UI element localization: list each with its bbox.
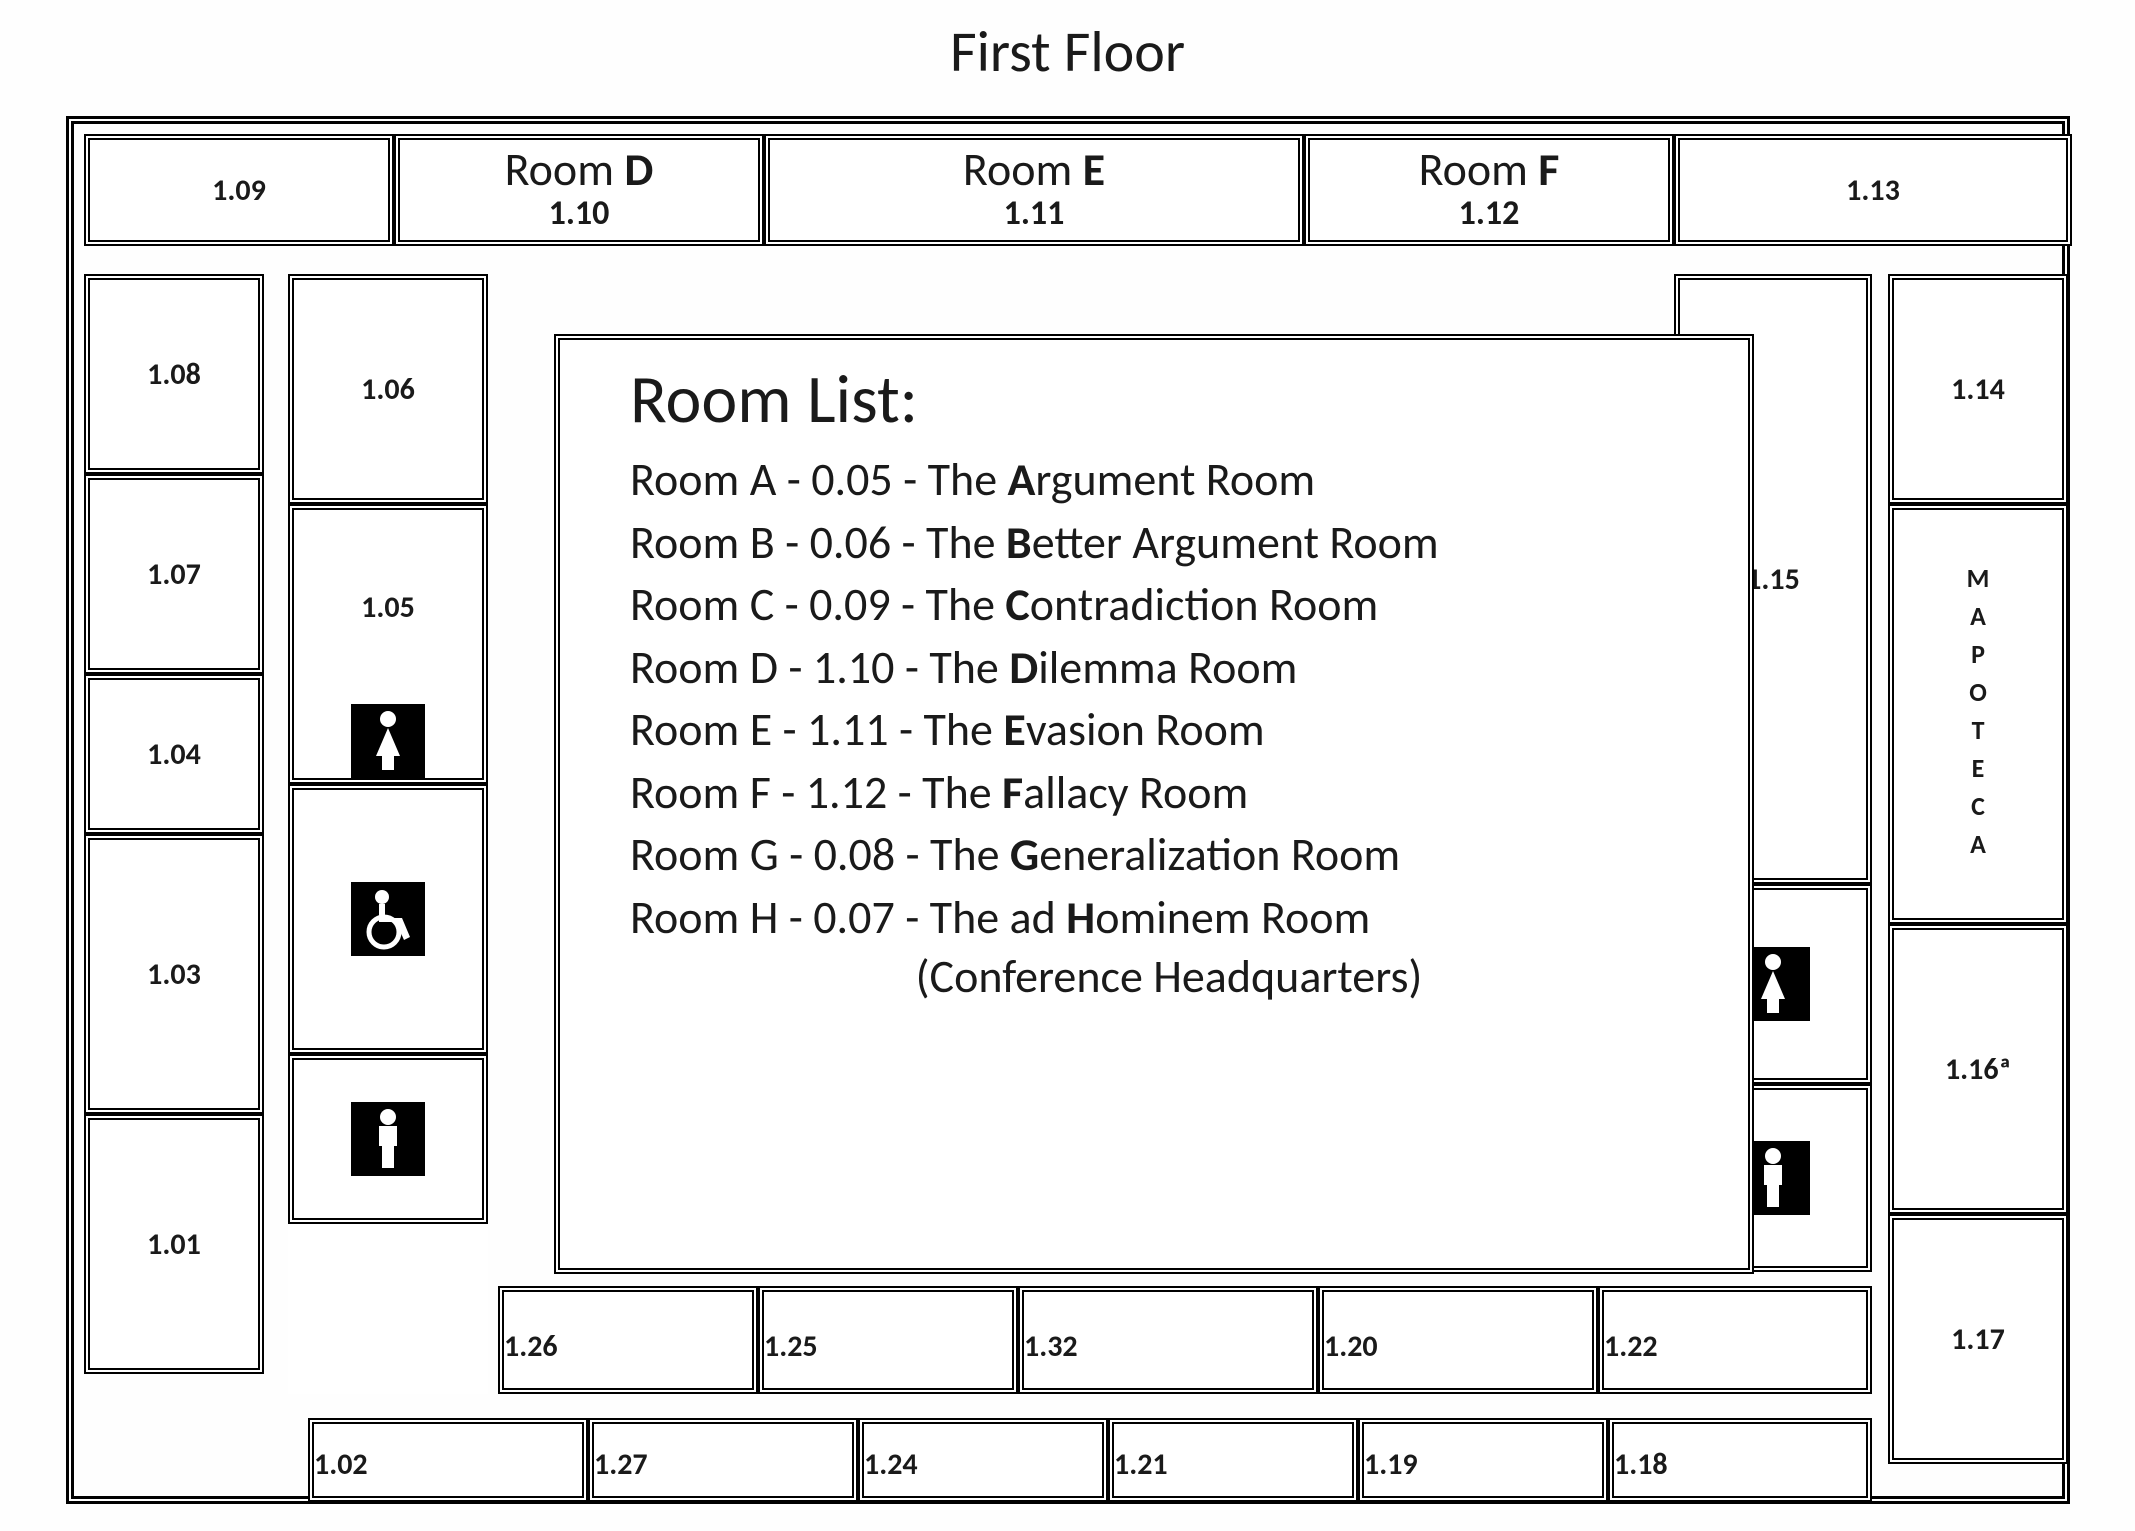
top-room-1: Room D1.10 (394, 134, 764, 246)
list-row: Room E - 1.11 - The Evasion Room (630, 699, 1708, 762)
right-outer-0: 1.14 (1888, 274, 2068, 504)
page: First Floor 1.09Room D1.10Room E1.11Room… (0, 0, 2135, 1531)
list-row: Room A - 0.05 - The Argument Room (630, 449, 1708, 512)
male-icon (351, 1102, 425, 1176)
bottom-inner-4: 1.22 (1598, 1286, 1872, 1394)
wheelchair-icon (351, 882, 425, 956)
left-inner-wc (288, 784, 488, 1054)
top-room-2: Room E1.11 (764, 134, 1304, 246)
list-row: Room H - 0.07 - The ad Hominem Room (630, 887, 1708, 950)
left-outer-3: 1.03 (84, 834, 264, 1114)
left-outer-4: 1.01 (84, 1114, 264, 1374)
top-room-0: 1.09 (84, 134, 394, 246)
bottom-outer-2: 1.24 (858, 1418, 1108, 1502)
female-icon (351, 704, 425, 778)
right-outer-2: 1.16ª (1888, 924, 2068, 1214)
page-title: First Floor (0, 16, 2135, 87)
top-room-4: 1.13 (1674, 134, 2072, 246)
bottom-outer-1: 1.27 (588, 1418, 858, 1502)
bottom-outer-0: 1.02 (308, 1418, 588, 1502)
left-outer-0: 1.08 (84, 274, 264, 474)
bottom-outer-3: 1.21 (1108, 1418, 1358, 1502)
room-list: Room List: Room A - 0.05 - The Argument R… (554, 334, 1754, 1274)
list-row: Room C - 0.09 - The Contradiction Room (630, 574, 1708, 637)
list-row: Room F - 1.12 - The Fallacy Room (630, 762, 1708, 825)
list-row: Room B - 0.06 - The Better Argument Room (630, 512, 1708, 575)
outer-frame: 1.09Room D1.10Room E1.11Room F1.121.13 1.… (66, 116, 2070, 1504)
top-room-3: Room F1.12 (1304, 134, 1674, 246)
left-outer-1: 1.07 (84, 474, 264, 674)
list-footer: (Conference Headquarters) (630, 949, 1708, 1005)
list-row: Room G - 0.08 - The Generalization Room (630, 824, 1708, 887)
left-inner-0: 1.06 (288, 274, 488, 504)
left-inner-male (288, 1054, 488, 1224)
bottom-inner-0: 1.26 (498, 1286, 758, 1394)
bottom-inner-3: 1.20 (1318, 1286, 1598, 1394)
bottom-inner-2: 1.32 (1018, 1286, 1318, 1394)
right-outer-1: MAPOTECA (1888, 504, 2068, 924)
list-title: Room List: (630, 358, 1708, 441)
bottom-outer-5: 1.18 (1608, 1418, 1872, 1502)
bottom-outer-4: 1.19 (1358, 1418, 1608, 1502)
left-outer-2: 1.04 (84, 674, 264, 834)
left-inner-1: 1.05 (288, 504, 488, 784)
list-row: Room D - 1.10 - The Dilemma Room (630, 637, 1708, 700)
right-outer-3: 1.17 (1888, 1214, 2068, 1464)
bottom-inner-1: 1.25 (758, 1286, 1018, 1394)
